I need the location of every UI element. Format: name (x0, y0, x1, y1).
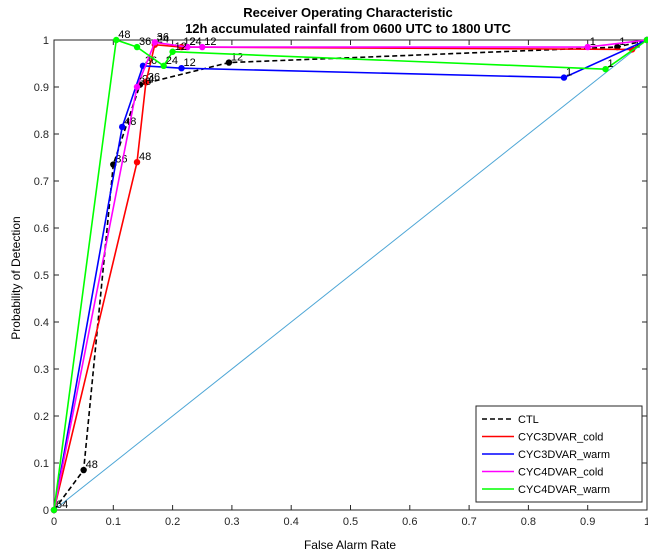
diagonal-reference-line (53, 39, 648, 511)
data-point (50, 506, 58, 514)
data-label: 12 (204, 36, 216, 48)
data-label: 36 (139, 76, 151, 88)
x-tick-label: 0 (51, 516, 57, 528)
data-label: 1 (566, 67, 572, 79)
y-tick-label: 0 (43, 505, 49, 517)
legend-box (475, 405, 643, 503)
data-label: 36 (157, 31, 169, 43)
data-label: 48 (118, 29, 130, 41)
data-label: 1 (590, 36, 596, 48)
x-axis-label: False Alarm Rate (304, 538, 396, 552)
data-label: 64 (56, 499, 68, 511)
x-tick-label: 0.5 (343, 516, 358, 528)
y-tick-label: 0.1 (34, 458, 49, 470)
data-point (80, 466, 87, 474)
data-label: 1 (607, 58, 613, 70)
chart-subtitle: 12h accumulated rainfall from 0600 UTC t… (185, 21, 511, 36)
x-tick-label: 0.7 (461, 516, 476, 528)
y-tick-label: 0.7 (34, 176, 49, 188)
data-label: 36 (115, 154, 127, 166)
x-tick-label: 0.2 (165, 516, 180, 528)
data-point (151, 39, 159, 46)
data-label: 48 (86, 459, 98, 471)
data-point (560, 74, 568, 81)
data-label: 1 (619, 36, 625, 48)
data-point (118, 123, 126, 131)
data-point (602, 65, 609, 73)
y-tick-label: 0.2 (34, 411, 49, 423)
data-label: 48 (139, 151, 151, 163)
data-point (133, 159, 141, 166)
data-label: 12 (183, 57, 195, 69)
data-label: 24 (189, 36, 201, 48)
y-tick-label: 0.5 (34, 270, 49, 282)
data-point (169, 48, 176, 55)
x-tick-label: 0.1 (106, 516, 121, 528)
data-point (160, 62, 167, 70)
data-point (184, 43, 191, 51)
data-point (133, 83, 141, 91)
data-label: 24 (166, 55, 178, 67)
data-point (225, 59, 233, 66)
legend-entry: CTL (518, 414, 539, 426)
legend-entry: CYC3DVAR_warm (518, 449, 610, 461)
data-label: 36 (148, 71, 160, 83)
x-tick-label: 0.3 (224, 516, 239, 528)
legend-entry: CYC3DVAR_cold (518, 432, 603, 444)
y-tick-label: 0.4 (34, 317, 49, 329)
data-label: 36 (139, 36, 151, 48)
data-point (133, 43, 141, 51)
chart-title: Receiver Operating Characteristic (243, 5, 453, 20)
y-tick-label: 0.3 (34, 364, 49, 376)
data-point (643, 36, 648, 44)
data-point (199, 43, 206, 51)
y-axis-label: Probability of Detection (9, 216, 23, 339)
data-point (142, 79, 150, 86)
y-tick-label: 1 (43, 35, 49, 47)
y-tick-label: 0.9 (34, 82, 49, 94)
y-tick-label: 0.6 (34, 223, 49, 235)
data-point (584, 43, 591, 51)
x-tick-label: 0.8 (521, 516, 536, 528)
x-tick-label: 0.9 (580, 516, 595, 528)
x-tick-label: 0.4 (284, 516, 299, 528)
legend: CTL CYC3DVAR_cold CYC3DVAR_warm CYC4DVAR_co… (475, 405, 643, 503)
legend-entry: CYC4DVAR_cold (518, 467, 603, 479)
plot-area: 0 0.1 0.2 0.3 0.4 0.5 0.6 0.7 0.8 0.9 1 0 0.1 0.2 0.3 0… (34, 29, 648, 528)
data-point (178, 65, 185, 72)
data-point (113, 36, 120, 44)
legend-entry: CYC4DVAR_warm (518, 484, 610, 496)
x-tick-label: 0.6 (402, 516, 417, 528)
data-label: 12 (175, 41, 187, 53)
x-tick-label: 1 (644, 516, 648, 528)
data-label: 12 (231, 52, 243, 64)
y-tick-label: 0.8 (34, 129, 49, 141)
